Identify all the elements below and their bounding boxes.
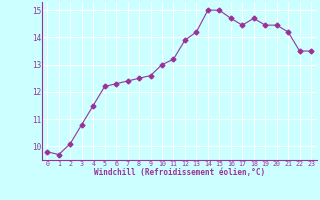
X-axis label: Windchill (Refroidissement éolien,°C): Windchill (Refroidissement éolien,°C) bbox=[94, 168, 265, 177]
